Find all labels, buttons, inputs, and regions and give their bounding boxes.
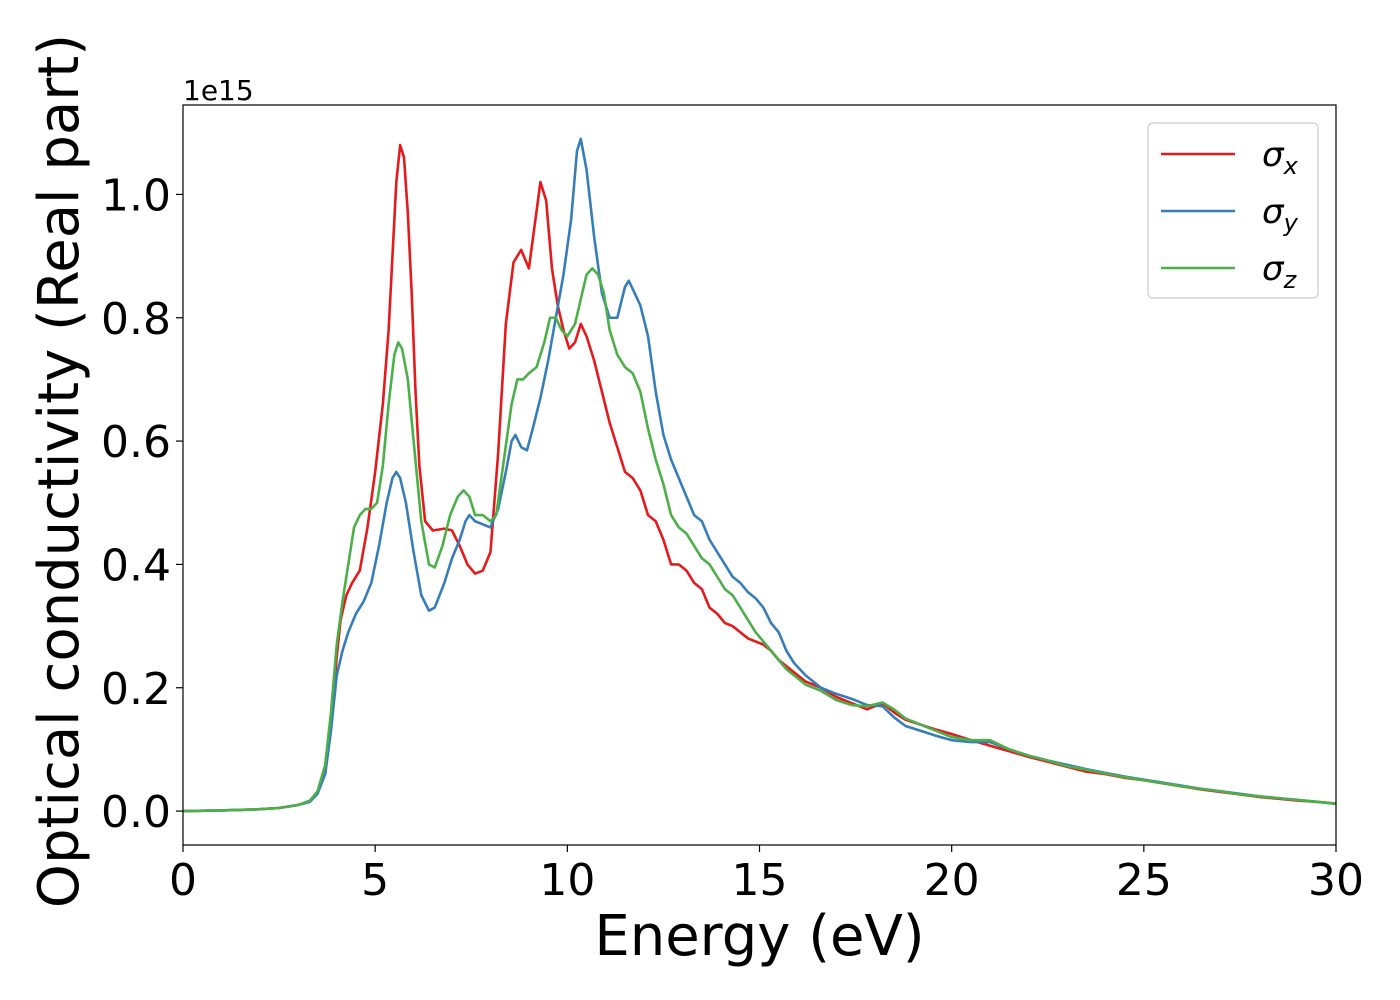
y-axis-title: Optical conductivity (Real part) — [27, 34, 92, 908]
x-tick-label: 0 — [169, 855, 197, 906]
legend-label-x: σx — [1262, 135, 1299, 180]
y-tick-label: 0.2 — [101, 664, 171, 715]
y-tick-label: 1.0 — [101, 170, 171, 221]
x-tick-label: 5 — [361, 855, 389, 906]
x-tick-label: 10 — [539, 855, 595, 906]
y-tick-label: 0.0 — [101, 787, 171, 838]
y-tick-label: 0.6 — [101, 417, 171, 468]
y-tick-label: 0.8 — [101, 294, 171, 345]
legend: σx σy σz — [1147, 122, 1319, 299]
x-tick-label: 15 — [732, 855, 788, 906]
legend-label-z: σz — [1262, 249, 1298, 294]
y-tick-label: 0.4 — [101, 540, 171, 591]
x-axis-title: Energy (eV) — [594, 904, 924, 969]
series-line-x — [183, 143, 1336, 813]
plot-lines — [183, 137, 1336, 813]
x-tick-label: 30 — [1308, 855, 1364, 906]
legend-label-y: σy — [1262, 192, 1299, 237]
y-offset-label: 1e15 — [183, 74, 254, 107]
series-line-z — [183, 267, 1336, 813]
x-tick-label: 20 — [924, 855, 980, 906]
x-tick-label: 25 — [1116, 855, 1172, 906]
axes-layer: 0 5 10 15 20 25 30 0.0 0.2 0.4 0.6 0.8 1.0 — [101, 104, 1364, 906]
